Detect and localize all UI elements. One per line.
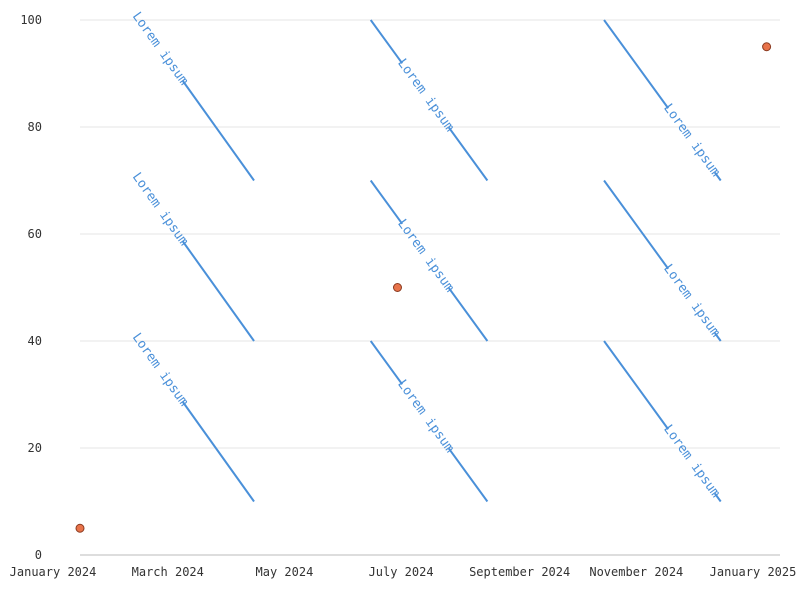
segment-line: Lorem ipsum	[369, 19, 489, 182]
y-tick-label: 40	[28, 334, 42, 348]
data-point	[392, 283, 402, 292]
segment-path	[182, 401, 255, 503]
segments: Lorem ipsum Lorem ipsum Lorem ipsum Lorem i…	[129, 10, 723, 503]
segment-label: Lorem ipsum	[129, 331, 191, 410]
y-tick-label: 80	[28, 120, 42, 134]
segment-path	[182, 80, 255, 182]
y-tick-label: 100	[20, 13, 42, 27]
segment-line: Lorem ipsum	[603, 179, 723, 342]
segment-line: Lorem ipsum	[369, 179, 489, 342]
segment-line: Lorem ipsum	[603, 19, 723, 182]
y-tick-label: 60	[28, 227, 42, 241]
segment-path	[369, 179, 489, 342]
segment-label: Lorem ipsum	[660, 422, 723, 501]
segment-line: Lorem ipsum	[129, 10, 255, 182]
segment-path	[603, 340, 722, 503]
segment-label: Lorem ipsum	[394, 377, 457, 456]
x-tick-label: September 2024	[469, 565, 570, 579]
segment-line: Lorem ipsum	[129, 331, 255, 503]
segment-line: Lorem ipsum	[603, 340, 723, 503]
x-tick-label: November 2024	[589, 565, 683, 579]
segment-label: Lorem ipsum	[129, 170, 191, 249]
segment-path	[603, 179, 722, 342]
axes: 0 20 40 60 80 100 January 2024 March 2024 May 20…	[10, 13, 797, 579]
x-tick-label: March 2024	[132, 565, 204, 579]
x-tick-label: January 2025	[710, 565, 797, 579]
segment-path	[369, 340, 489, 503]
segment-path	[369, 19, 489, 182]
data-point	[762, 42, 772, 52]
data-point	[75, 523, 85, 533]
segment-line: Lorem ipsum	[129, 170, 255, 342]
segment-label: Lorem ipsum	[129, 10, 191, 89]
segment-label: Lorem ipsum	[394, 56, 457, 135]
x-tick-label: May 2024	[256, 565, 314, 579]
y-tick-label: 20	[28, 441, 42, 455]
y-tick-label: 0	[35, 548, 42, 562]
x-tick-label: July 2024	[369, 565, 434, 579]
segment-label: Lorem ipsum	[660, 101, 723, 180]
segment-path	[603, 19, 722, 182]
segment-label: Lorem ipsum	[394, 217, 457, 296]
x-tick-label: January 2024	[10, 565, 97, 579]
points	[75, 42, 772, 533]
grid	[80, 19, 780, 449]
segment-line: Lorem ipsum	[369, 340, 489, 503]
segment-path	[182, 240, 255, 342]
segment-label: Lorem ipsum	[660, 262, 723, 341]
